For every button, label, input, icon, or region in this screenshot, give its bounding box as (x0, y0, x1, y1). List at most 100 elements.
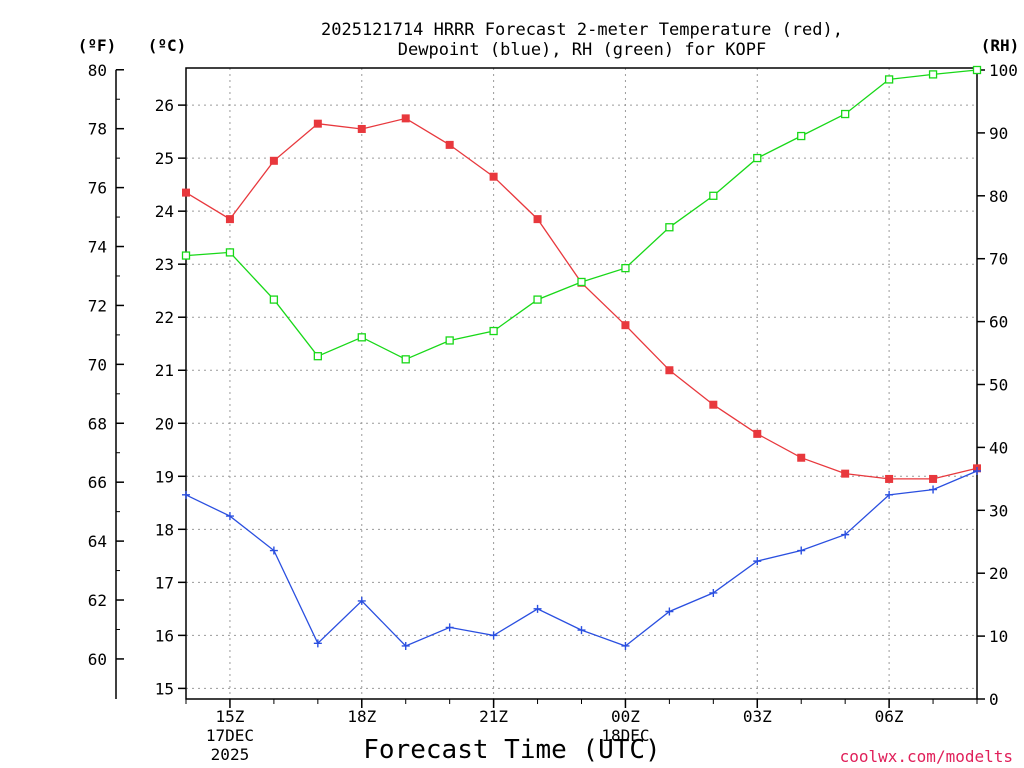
series-line (185, 470, 978, 647)
data-point (841, 109, 850, 119)
celsius-tick-label: 25 (155, 149, 174, 168)
data-point (269, 546, 278, 555)
fahrenheit-axis: 60 62 64 66 68 70 72 74 76 78 80 (88, 61, 124, 699)
data-point (313, 639, 322, 648)
data-point (313, 352, 322, 361)
celsius-tick-label: 21 (155, 361, 174, 380)
data-point (489, 172, 498, 181)
grid-lines (186, 68, 977, 699)
x-tick-label: 18Z (347, 707, 376, 726)
fahrenheit-tick-label: 60 (88, 650, 107, 669)
data-point (621, 263, 630, 273)
axes (185, 67, 978, 700)
data-point (401, 641, 410, 650)
data-point (929, 485, 938, 494)
data-point (269, 156, 278, 165)
data-point (533, 604, 542, 613)
data-point (665, 223, 674, 232)
x-tick-label: 06Z (875, 707, 904, 726)
data-point (577, 626, 586, 635)
x-axis-label: Forecast Time (UTC) (363, 735, 660, 765)
series-line (185, 69, 978, 361)
rh-unit-label: (RH) (981, 36, 1020, 55)
data-point (928, 70, 938, 79)
fahrenheit-tick-label: 80 (88, 61, 107, 80)
data-point (401, 114, 410, 123)
x-tick-date: 17DEC (206, 726, 254, 745)
celsius-tick-label: 26 (155, 96, 174, 115)
x-tick-label: 21Z (479, 707, 508, 726)
fahrenheit-tick-label: 70 (88, 355, 107, 374)
fahrenheit-tick-label: 68 (88, 414, 107, 433)
fahrenheit-unit-label: (ºF) (78, 36, 117, 55)
data-point (753, 429, 762, 438)
data-point (929, 474, 938, 483)
series-2-meter-temperature (182, 114, 981, 483)
data-point (225, 215, 234, 224)
chart-title-line1: 2025121714 HRRR Forecast 2-meter Tempera… (321, 20, 843, 40)
data-point (533, 295, 542, 304)
data-point (753, 153, 762, 163)
celsius-tick-label: 20 (155, 414, 174, 433)
data-point (225, 248, 235, 257)
fahrenheit-tick-label: 66 (88, 473, 107, 492)
data-series (181, 65, 982, 650)
data-point (973, 466, 981, 475)
data-point (885, 490, 894, 499)
plot-frame (185, 67, 978, 700)
x-tick-year: 2025 (211, 745, 250, 764)
data-point (489, 326, 498, 336)
data-point (972, 65, 982, 75)
data-point (621, 321, 630, 330)
celsius-tick-label: 16 (155, 626, 174, 645)
celsius-tick-label: 18 (155, 520, 174, 539)
data-point (709, 588, 718, 597)
rh-tick-label: 90 (989, 124, 1008, 143)
series-rh (181, 65, 982, 364)
data-point (709, 400, 718, 409)
rh-tick-label: 40 (989, 438, 1008, 457)
data-point (357, 596, 366, 605)
data-point (401, 355, 410, 364)
data-point (182, 188, 190, 197)
celsius-unit-label: (ºC) (148, 36, 187, 55)
celsius-tick-label: 22 (155, 308, 174, 327)
data-point (181, 251, 191, 260)
data-point (357, 333, 366, 342)
fahrenheit-tick-label: 72 (88, 296, 107, 315)
data-point (445, 336, 454, 345)
rh-tick-label: 20 (989, 564, 1008, 583)
fahrenheit-tick-label: 62 (88, 591, 107, 610)
data-point (841, 530, 850, 539)
rh-tick-label: 80 (989, 187, 1008, 206)
data-point (841, 469, 850, 478)
x-tick-date: 18DEC (601, 726, 649, 745)
chart-title-line2: Dewpoint (blue), RH (green) for KOPF (398, 40, 766, 60)
rh-tick-label: 70 (989, 250, 1008, 269)
data-point (445, 623, 454, 632)
celsius-tick-label: 19 (155, 467, 174, 486)
data-point (797, 453, 806, 462)
data-point (753, 557, 762, 566)
rh-tick-label: 50 (989, 376, 1008, 395)
data-point (665, 607, 674, 616)
celsius-axis: 15 16 17 18 19 20 21 22 23 24 25 26 (155, 96, 186, 698)
fahrenheit-tick-label: 74 (88, 238, 107, 257)
data-point (885, 474, 894, 483)
data-point (797, 131, 806, 141)
celsius-tick-label: 17 (155, 573, 174, 592)
series-line (185, 117, 978, 480)
x-tick-label: 03Z (743, 707, 772, 726)
data-point (489, 631, 498, 640)
data-point (225, 512, 234, 521)
fahrenheit-tick-label: 78 (88, 120, 107, 139)
x-tick-label: 00Z (611, 707, 640, 726)
rh-tick-label: 0 (989, 690, 999, 709)
data-point (269, 295, 279, 304)
data-point (577, 277, 586, 287)
data-point (709, 191, 718, 200)
celsius-tick-label: 23 (155, 255, 174, 274)
data-point (884, 75, 894, 84)
